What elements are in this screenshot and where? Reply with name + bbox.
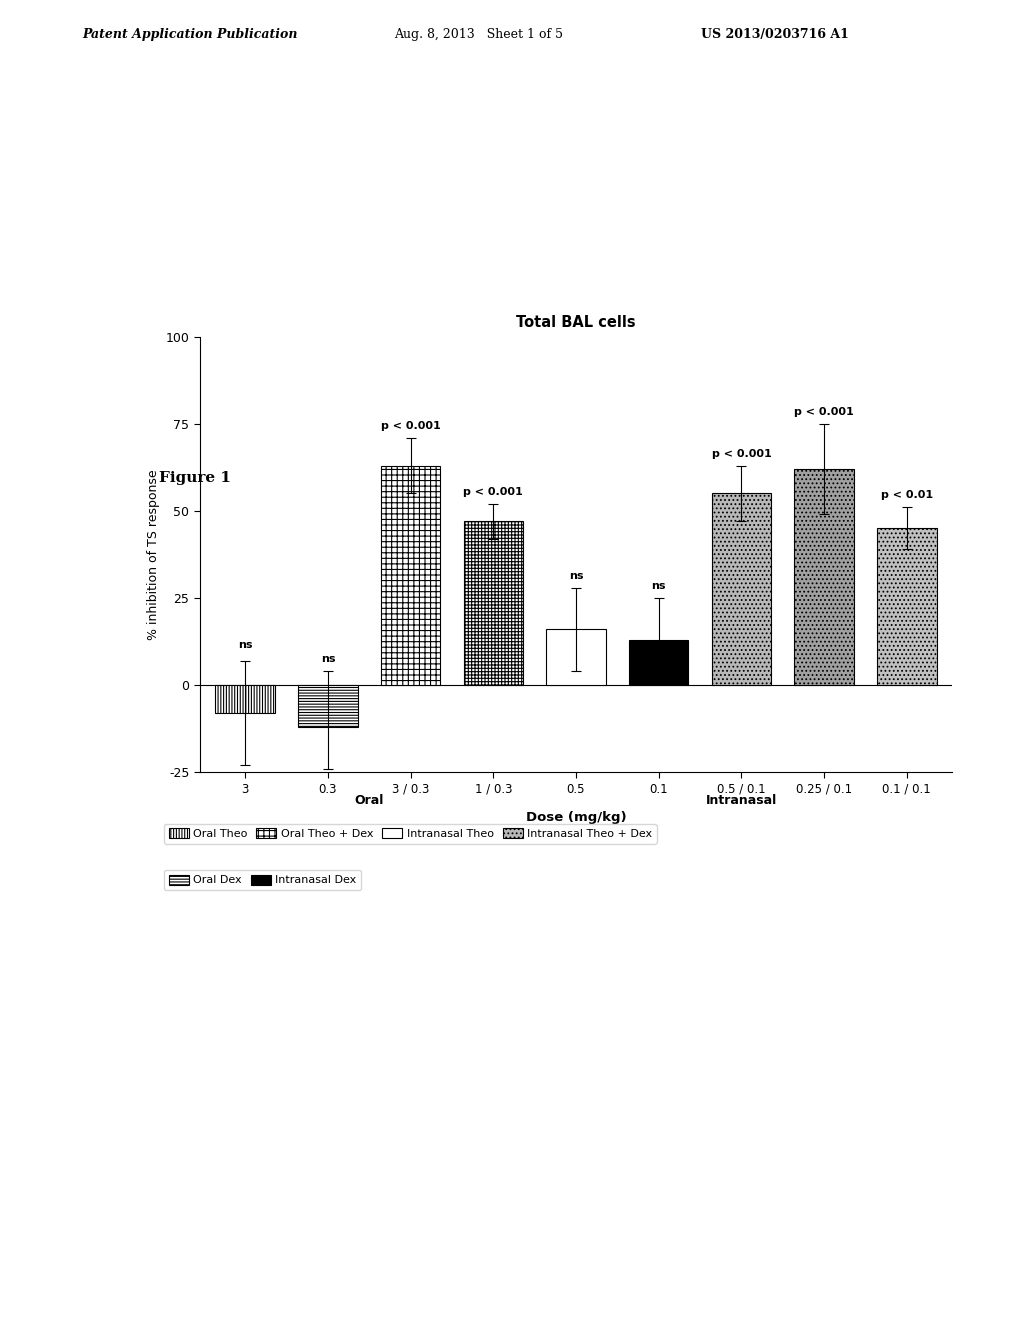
Bar [381, 466, 440, 685]
Text: Patent Application Publication: Patent Application Publication [82, 28, 297, 41]
Text: p < 0.001: p < 0.001 [795, 407, 854, 417]
Bar [298, 685, 357, 727]
Text: Aug. 8, 2013   Sheet 1 of 5: Aug. 8, 2013 Sheet 1 of 5 [394, 28, 563, 41]
Y-axis label: % inhibition of TS response: % inhibition of TS response [146, 469, 160, 640]
Legend: Oral Theo, Oral Theo + Dex, Intranasal Theo, Intranasal Theo + Dex: Oral Theo, Oral Theo + Dex, Intranasal T… [164, 824, 656, 843]
Bar [629, 640, 688, 685]
Text: p < 0.01: p < 0.01 [881, 491, 933, 500]
Text: p < 0.001: p < 0.001 [712, 449, 771, 458]
Text: ns: ns [321, 655, 335, 664]
Title: Total BAL cells: Total BAL cells [516, 315, 636, 330]
Text: p < 0.001: p < 0.001 [381, 421, 440, 430]
Bar [215, 685, 274, 713]
Text: US 2013/0203716 A1: US 2013/0203716 A1 [701, 28, 849, 41]
Text: Oral: Oral [354, 795, 384, 807]
Bar [877, 528, 937, 685]
Bar [712, 494, 771, 685]
Text: ns: ns [238, 640, 253, 651]
Text: ns: ns [568, 570, 584, 581]
Text: ns: ns [651, 581, 666, 591]
Text: p < 0.001: p < 0.001 [464, 487, 523, 496]
Bar [795, 469, 854, 685]
Text: Dose (mg/kg): Dose (mg/kg) [525, 810, 627, 824]
Text: Figure 1: Figure 1 [159, 471, 230, 484]
Bar [546, 630, 606, 685]
Bar [464, 521, 523, 685]
Legend: Oral Dex, Intranasal Dex: Oral Dex, Intranasal Dex [164, 870, 360, 890]
Text: Intranasal: Intranasal [706, 795, 777, 807]
